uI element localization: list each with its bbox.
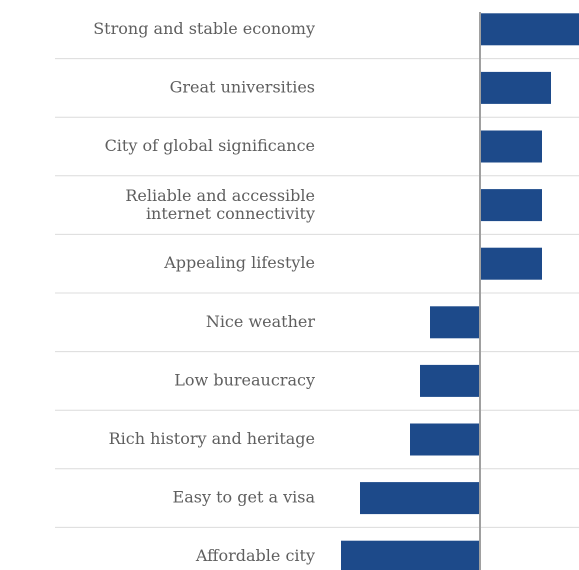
category-label: Affordable city <box>195 546 315 565</box>
category-label-line: internet connectivity <box>146 204 315 223</box>
category-label: Strong and stable economy <box>93 19 315 38</box>
bar <box>360 482 480 515</box>
bar <box>410 423 480 456</box>
category-label: Rich history and heritage <box>109 429 315 448</box>
category-label: Appealing lifestyle <box>163 253 315 272</box>
category-label-line: Reliable and accessible <box>125 186 315 205</box>
bar <box>480 130 542 163</box>
category-label: Reliable and accessible internet connecti… <box>125 186 315 223</box>
category-label: Low bureaucracy <box>174 370 315 389</box>
category-label: City of global significance <box>105 136 315 155</box>
category-label: Great universities <box>170 77 315 96</box>
bar <box>480 247 542 280</box>
bar <box>480 71 551 104</box>
bar <box>341 540 480 570</box>
category-label: Easy to get a visa <box>173 488 316 507</box>
category-label: Nice weather <box>206 312 316 331</box>
bar <box>420 364 480 397</box>
bar <box>480 13 579 46</box>
bar <box>430 306 480 339</box>
bar <box>480 189 542 222</box>
